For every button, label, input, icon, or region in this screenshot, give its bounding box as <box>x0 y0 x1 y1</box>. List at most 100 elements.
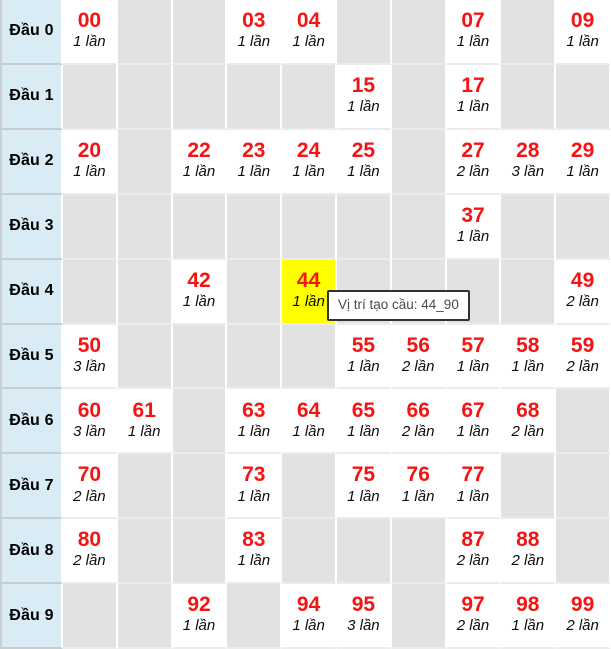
loto-count: 1 lần <box>456 33 490 51</box>
loto-number: 23 <box>242 138 266 162</box>
loto-cell-94[interactable]: 94 1 lần <box>282 584 337 649</box>
loto-count: 2 lần <box>401 422 435 440</box>
loto-number: 22 <box>187 138 211 162</box>
loto-number: 61 <box>132 398 156 422</box>
empty-cell-r5c3 <box>227 324 283 390</box>
loto-number: 97 <box>461 593 485 617</box>
loto-cell-88[interactable]: 88 2 lần <box>501 519 557 585</box>
loto-cell-80[interactable]: 80 2 lần <box>63 519 118 585</box>
loto-cell-59[interactable]: 59 2 lần <box>556 324 611 390</box>
empty-cell-r3c1 <box>117 194 173 260</box>
loto-count: 1 lần <box>182 617 216 635</box>
empty-cell-r8c9 <box>556 519 611 585</box>
loto-cell-55[interactable]: 55 1 lần <box>336 324 392 390</box>
loto-count: 3 lần <box>73 422 106 440</box>
loto-cell-22[interactable]: 22 1 lần <box>172 129 228 195</box>
loto-count: 1 lần <box>292 33 325 51</box>
loto-number: 94 <box>296 593 321 617</box>
loto-cell-64[interactable]: 64 1 lần <box>282 389 337 455</box>
empty-cell-r6c9 <box>556 389 611 455</box>
loto-cell-60[interactable]: 60 3 lần <box>63 389 118 455</box>
loto-cell-68[interactable]: 68 2 lần <box>501 389 557 455</box>
loto-cell-23[interactable]: 23 1 lần <box>227 129 283 195</box>
loto-cell-77[interactable]: 77 1 lần <box>446 454 502 520</box>
loto-count: 1 lần <box>182 163 216 181</box>
loto-cell-56[interactable]: 56 2 lần <box>391 324 447 390</box>
empty-cell-r2c6 <box>391 129 447 195</box>
empty-cell-r9c6 <box>391 584 447 649</box>
loto-cell-37[interactable]: 37 1 lần <box>446 194 502 260</box>
loto-number: 92 <box>187 593 211 617</box>
loto-cell-95[interactable]: 95 3 lần <box>336 584 392 649</box>
row-header-dau-4: Đầu 4 <box>0 259 63 325</box>
loto-count: 3 lần <box>73 357 106 375</box>
loto-count: 1 lần <box>566 163 599 181</box>
loto-number: 09 <box>570 9 595 33</box>
loto-count: 1 lần <box>347 487 380 505</box>
loto-cell-15[interactable]: 15 1 lần <box>336 64 392 130</box>
loto-cell-67[interactable]: 67 1 lần <box>446 389 502 455</box>
loto-cell-99[interactable]: 99 2 lần <box>556 584 611 649</box>
loto-cell-75[interactable]: 75 1 lần <box>336 454 392 520</box>
loto-cell-24[interactable]: 24 1 lần <box>282 129 337 195</box>
loto-cell-61[interactable]: 61 1 lần <box>117 389 173 455</box>
loto-number: 07 <box>461 9 485 33</box>
loto-cell-63[interactable]: 63 1 lần <box>227 389 283 455</box>
empty-cell-r7c2 <box>172 454 228 520</box>
empty-cell-r1c3 <box>227 64 283 130</box>
loto-count: 1 lần <box>347 98 380 116</box>
empty-cell-r7c9 <box>556 454 611 520</box>
loto-cell-00[interactable]: 00 1 lần <box>63 0 118 65</box>
loto-number: 99 <box>570 593 595 617</box>
loto-cell-29[interactable]: 29 1 lần <box>556 129 611 195</box>
loto-number: 63 <box>242 398 266 422</box>
loto-cell-97[interactable]: 97 2 lần <box>446 584 502 649</box>
loto-count: 1 lần <box>73 33 106 51</box>
loto-cell-27[interactable]: 27 2 lần <box>446 129 502 195</box>
empty-cell-r8c2 <box>172 519 228 585</box>
loto-cell-76[interactable]: 76 1 lần <box>391 454 447 520</box>
loto-cell-98[interactable]: 98 1 lần <box>501 584 557 649</box>
loto-number: 80 <box>77 528 102 552</box>
row-header-dau-9: Đầu 9 <box>0 584 63 649</box>
loto-cell-66[interactable]: 66 2 lần <box>391 389 447 455</box>
empty-cell-r3c8 <box>501 194 557 260</box>
loto-count: 1 lần <box>511 617 545 635</box>
loto-number: 70 <box>77 463 102 487</box>
loto-cell-58[interactable]: 58 1 lần <box>501 324 557 390</box>
loto-cell-25[interactable]: 25 1 lần <box>336 129 392 195</box>
loto-cell-07[interactable]: 07 1 lần <box>446 0 502 65</box>
empty-cell-r8c6 <box>391 519 447 585</box>
loto-cell-09[interactable]: 09 1 lần <box>556 0 611 65</box>
loto-count: 1 lần <box>456 422 490 440</box>
loto-cell-87[interactable]: 87 2 lần <box>446 519 502 585</box>
loto-cell-49[interactable]: 49 2 lần <box>556 259 611 325</box>
loto-number: 59 <box>570 333 595 357</box>
empty-cell-r1c9 <box>556 64 611 130</box>
loto-count: 2 lần <box>456 552 490 570</box>
loto-cell-73[interactable]: 73 1 lần <box>227 454 283 520</box>
empty-cell-r9c3 <box>227 584 283 649</box>
row-header-dau-3: Đầu 3 <box>0 194 63 260</box>
loto-count: 1 lần <box>456 227 490 245</box>
row-header-dau-5: Đầu 5 <box>0 324 63 390</box>
loto-cell-20[interactable]: 20 1 lần <box>63 129 118 195</box>
loto-cell-83[interactable]: 83 1 lần <box>227 519 283 585</box>
loto-cell-04[interactable]: 04 1 lần <box>282 0 337 65</box>
loto-cell-70[interactable]: 70 2 lần <box>63 454 118 520</box>
loto-cell-65[interactable]: 65 1 lần <box>336 389 392 455</box>
loto-cell-42[interactable]: 42 1 lần <box>172 259 228 325</box>
empty-cell-r3c6 <box>391 194 447 260</box>
loto-cell-57[interactable]: 57 1 lần <box>446 324 502 390</box>
loto-cell-03[interactable]: 03 1 lần <box>227 0 283 65</box>
row-header-dau-8: Đầu 8 <box>0 519 63 585</box>
loto-count: 2 lần <box>511 552 545 570</box>
loto-count: 2 lần <box>511 422 545 440</box>
loto-cell-92[interactable]: 92 1 lần <box>172 584 228 649</box>
loto-cell-28[interactable]: 28 3 lần <box>501 129 557 195</box>
loto-number: 37 <box>461 203 485 227</box>
loto-cell-17[interactable]: 17 1 lần <box>446 64 502 130</box>
row-header-dau-2: Đầu 2 <box>0 129 63 195</box>
loto-cell-50[interactable]: 50 3 lần <box>63 324 118 390</box>
